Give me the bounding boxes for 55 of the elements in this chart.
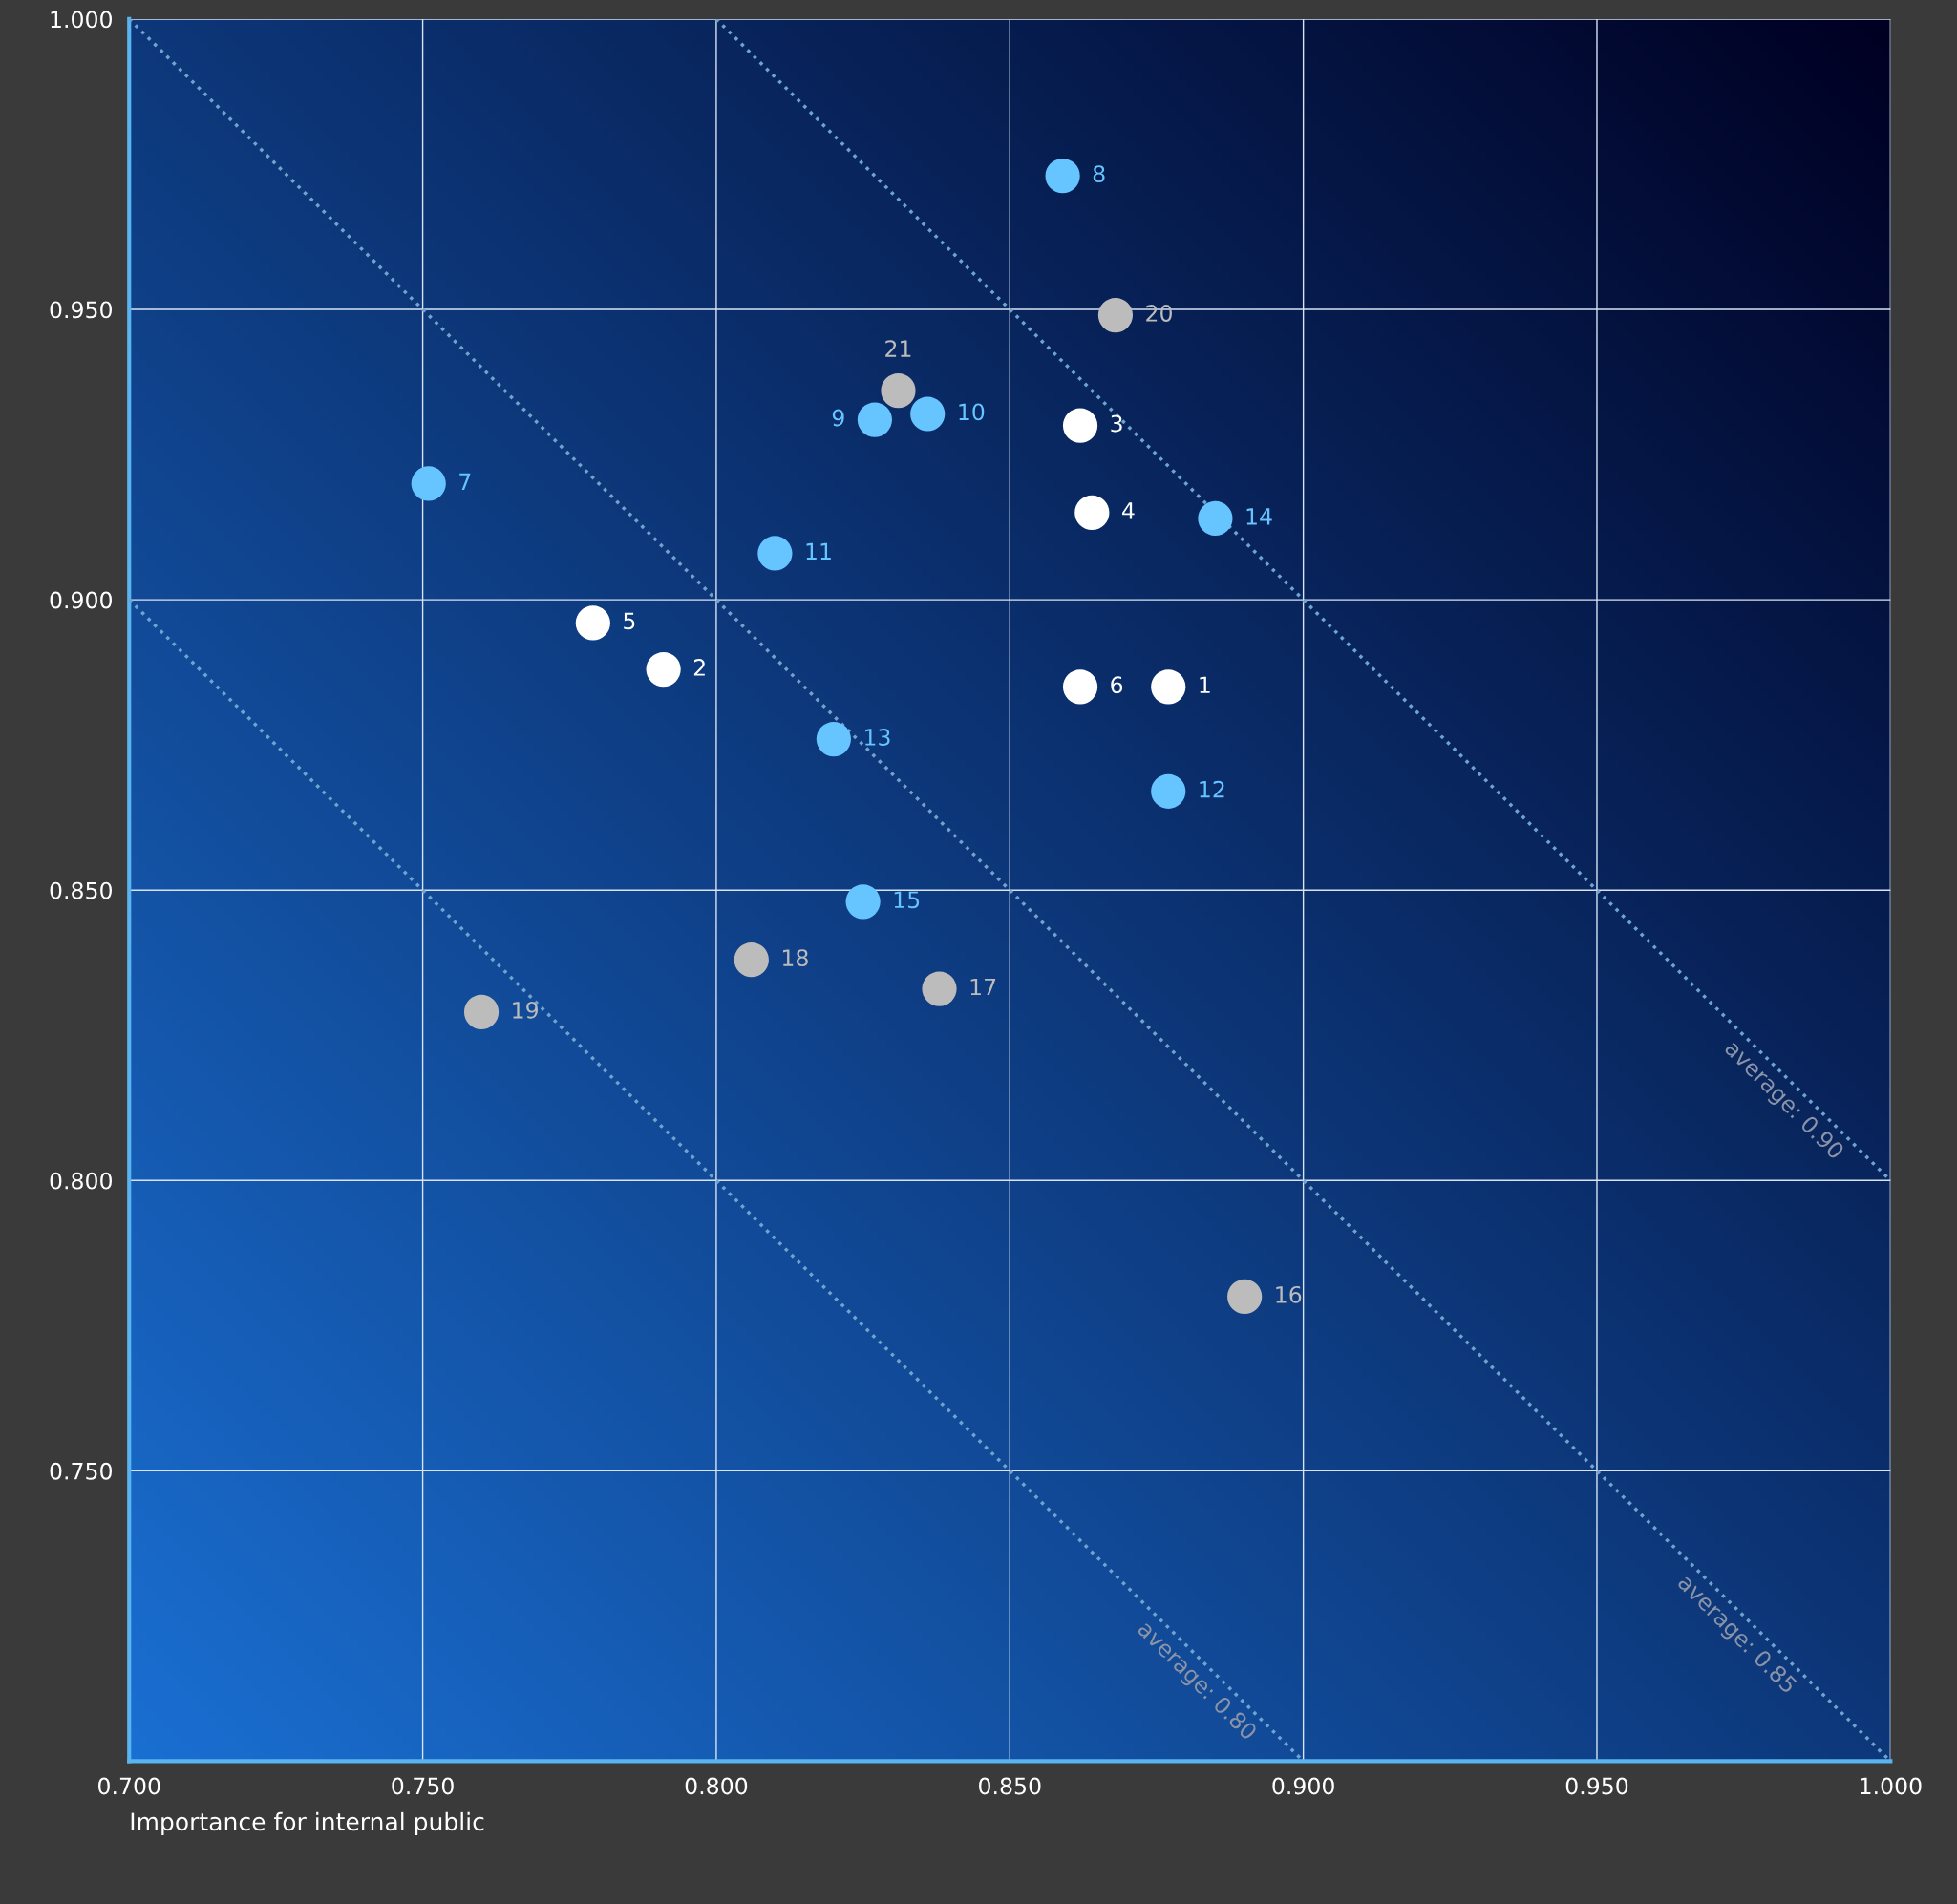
annotation: 11 xyxy=(806,542,831,560)
annotation: 9 xyxy=(832,409,844,427)
x-tick-label: 1.000 xyxy=(1861,1777,1922,1795)
point xyxy=(1097,298,1134,333)
point xyxy=(857,402,893,437)
annotation: 2 xyxy=(693,659,705,676)
annotation: 8 xyxy=(1093,165,1105,182)
annotation: 21 xyxy=(885,340,911,357)
annotation: 17 xyxy=(970,978,996,996)
point xyxy=(1074,495,1110,530)
point xyxy=(1062,669,1098,705)
annotation: 12 xyxy=(1200,780,1224,798)
point xyxy=(1062,408,1098,443)
point xyxy=(845,884,881,920)
point xyxy=(1151,773,1186,809)
point xyxy=(910,396,946,432)
annotation: 18 xyxy=(782,949,808,967)
point xyxy=(757,536,793,571)
annotation: 1 xyxy=(1200,676,1210,693)
annotation: 5 xyxy=(624,612,635,630)
point xyxy=(1045,159,1080,194)
x-tick-label: 0.750 xyxy=(392,1777,454,1795)
point xyxy=(1227,1279,1263,1315)
x-axis-title: Importance for internal public xyxy=(131,1811,484,1836)
y-tick-label: 0.950 xyxy=(50,301,112,319)
y-tick-label: 0.900 xyxy=(50,591,112,609)
annotation: 14 xyxy=(1246,508,1272,525)
annotation: 15 xyxy=(894,891,920,909)
point xyxy=(1198,500,1233,537)
point xyxy=(734,942,769,978)
x-tick-label: 0.700 xyxy=(97,1777,160,1795)
point xyxy=(1151,669,1186,705)
x-tick-label: 0.850 xyxy=(979,1777,1041,1795)
y-tick-label: 0.750 xyxy=(50,1462,112,1480)
annotation: 19 xyxy=(513,1001,538,1019)
point xyxy=(881,373,916,409)
y-tick-label: 0.800 xyxy=(50,1172,112,1190)
point xyxy=(411,466,446,501)
y-tick-label: 1.000 xyxy=(51,11,112,29)
x-tick-label: 0.800 xyxy=(685,1777,748,1795)
annotation: 6 xyxy=(1111,676,1123,694)
point xyxy=(575,605,610,641)
annotation: 10 xyxy=(959,403,985,421)
annotation: 4 xyxy=(1122,502,1135,519)
point xyxy=(646,651,681,688)
annotation: 16 xyxy=(1276,1285,1302,1303)
annotation: 7 xyxy=(459,473,471,490)
x-tick-label: 0.950 xyxy=(1565,1777,1628,1795)
point xyxy=(922,971,957,1006)
annotation: 3 xyxy=(1111,414,1122,433)
x-tick-label: 0.900 xyxy=(1272,1777,1334,1795)
annotation: 13 xyxy=(865,729,890,746)
point xyxy=(816,721,851,757)
y-tick-label: 0.850 xyxy=(50,881,112,899)
point xyxy=(463,994,500,1030)
